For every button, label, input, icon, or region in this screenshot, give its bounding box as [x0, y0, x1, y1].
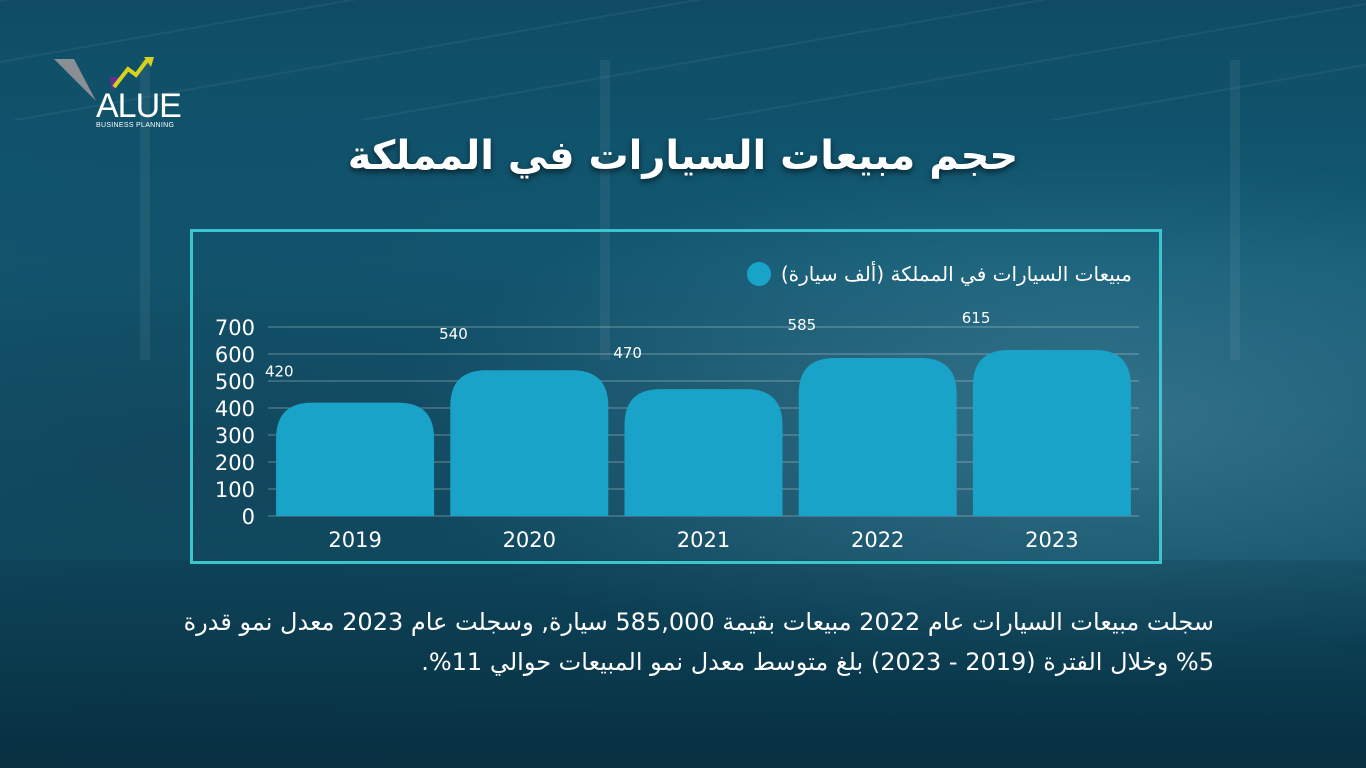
bar-2020 [450, 370, 609, 516]
y-tick-label: 300 [215, 424, 255, 448]
x-tick-label: 2021 [677, 528, 730, 552]
data-label: 470 [613, 344, 642, 362]
data-label: 615 [962, 309, 991, 327]
page-title: حجم مبيعات السيارات في المملكة [347, 133, 1019, 179]
y-tick-label: 700 [215, 316, 255, 340]
data-label: 585 [788, 316, 817, 334]
bar-2023 [972, 349, 1131, 516]
y-tick-label: 200 [215, 451, 255, 475]
chart-frame: مبيعات السيارات في المملكة (ألف سيارة) 0… [190, 229, 1162, 564]
x-tick-label: 2020 [503, 528, 556, 552]
bar-2021 [624, 389, 783, 516]
bar-2022 [798, 358, 957, 516]
y-tick-label: 500 [215, 370, 255, 394]
background-ceiling [0, 0, 1366, 120]
data-label: 540 [439, 325, 468, 343]
bar-chart: 0 100 200 300 400 500 600 700 2019 420 2020 540 2021… [215, 309, 1139, 552]
legend-label: مبيعات السيارات في المملكة (ألف سيارة) [780, 262, 1132, 286]
logo-tagline: BUSINESS PLANNING [96, 122, 175, 129]
y-tick-label: 600 [215, 343, 255, 367]
summary-text: سجلت مبيعات السيارات عام 2022 مبيعات بقي… [183, 608, 1214, 676]
y-tick-label: 400 [215, 397, 255, 421]
background-pillar [140, 60, 150, 360]
x-tick-label: 2022 [851, 528, 904, 552]
x-tick-label: 2019 [328, 528, 381, 552]
chart-legend: مبيعات السيارات في المملكة (ألف سيارة) [746, 262, 1132, 286]
y-tick-label: 100 [215, 478, 255, 502]
background-pillar [1230, 60, 1240, 360]
y-tick-label: 0 [242, 505, 255, 529]
logo-mark-icon [54, 57, 154, 101]
data-label: 420 [265, 363, 294, 381]
background-pillar [600, 60, 610, 360]
background-floor [0, 560, 1366, 768]
x-tick-label: 2023 [1025, 528, 1078, 552]
legend-swatch [746, 262, 771, 286]
brand-logo: ALUE BUSINESS PLANNING [52, 55, 192, 135]
logo-word: ALUE [96, 87, 182, 125]
bar-2019 [276, 402, 435, 516]
